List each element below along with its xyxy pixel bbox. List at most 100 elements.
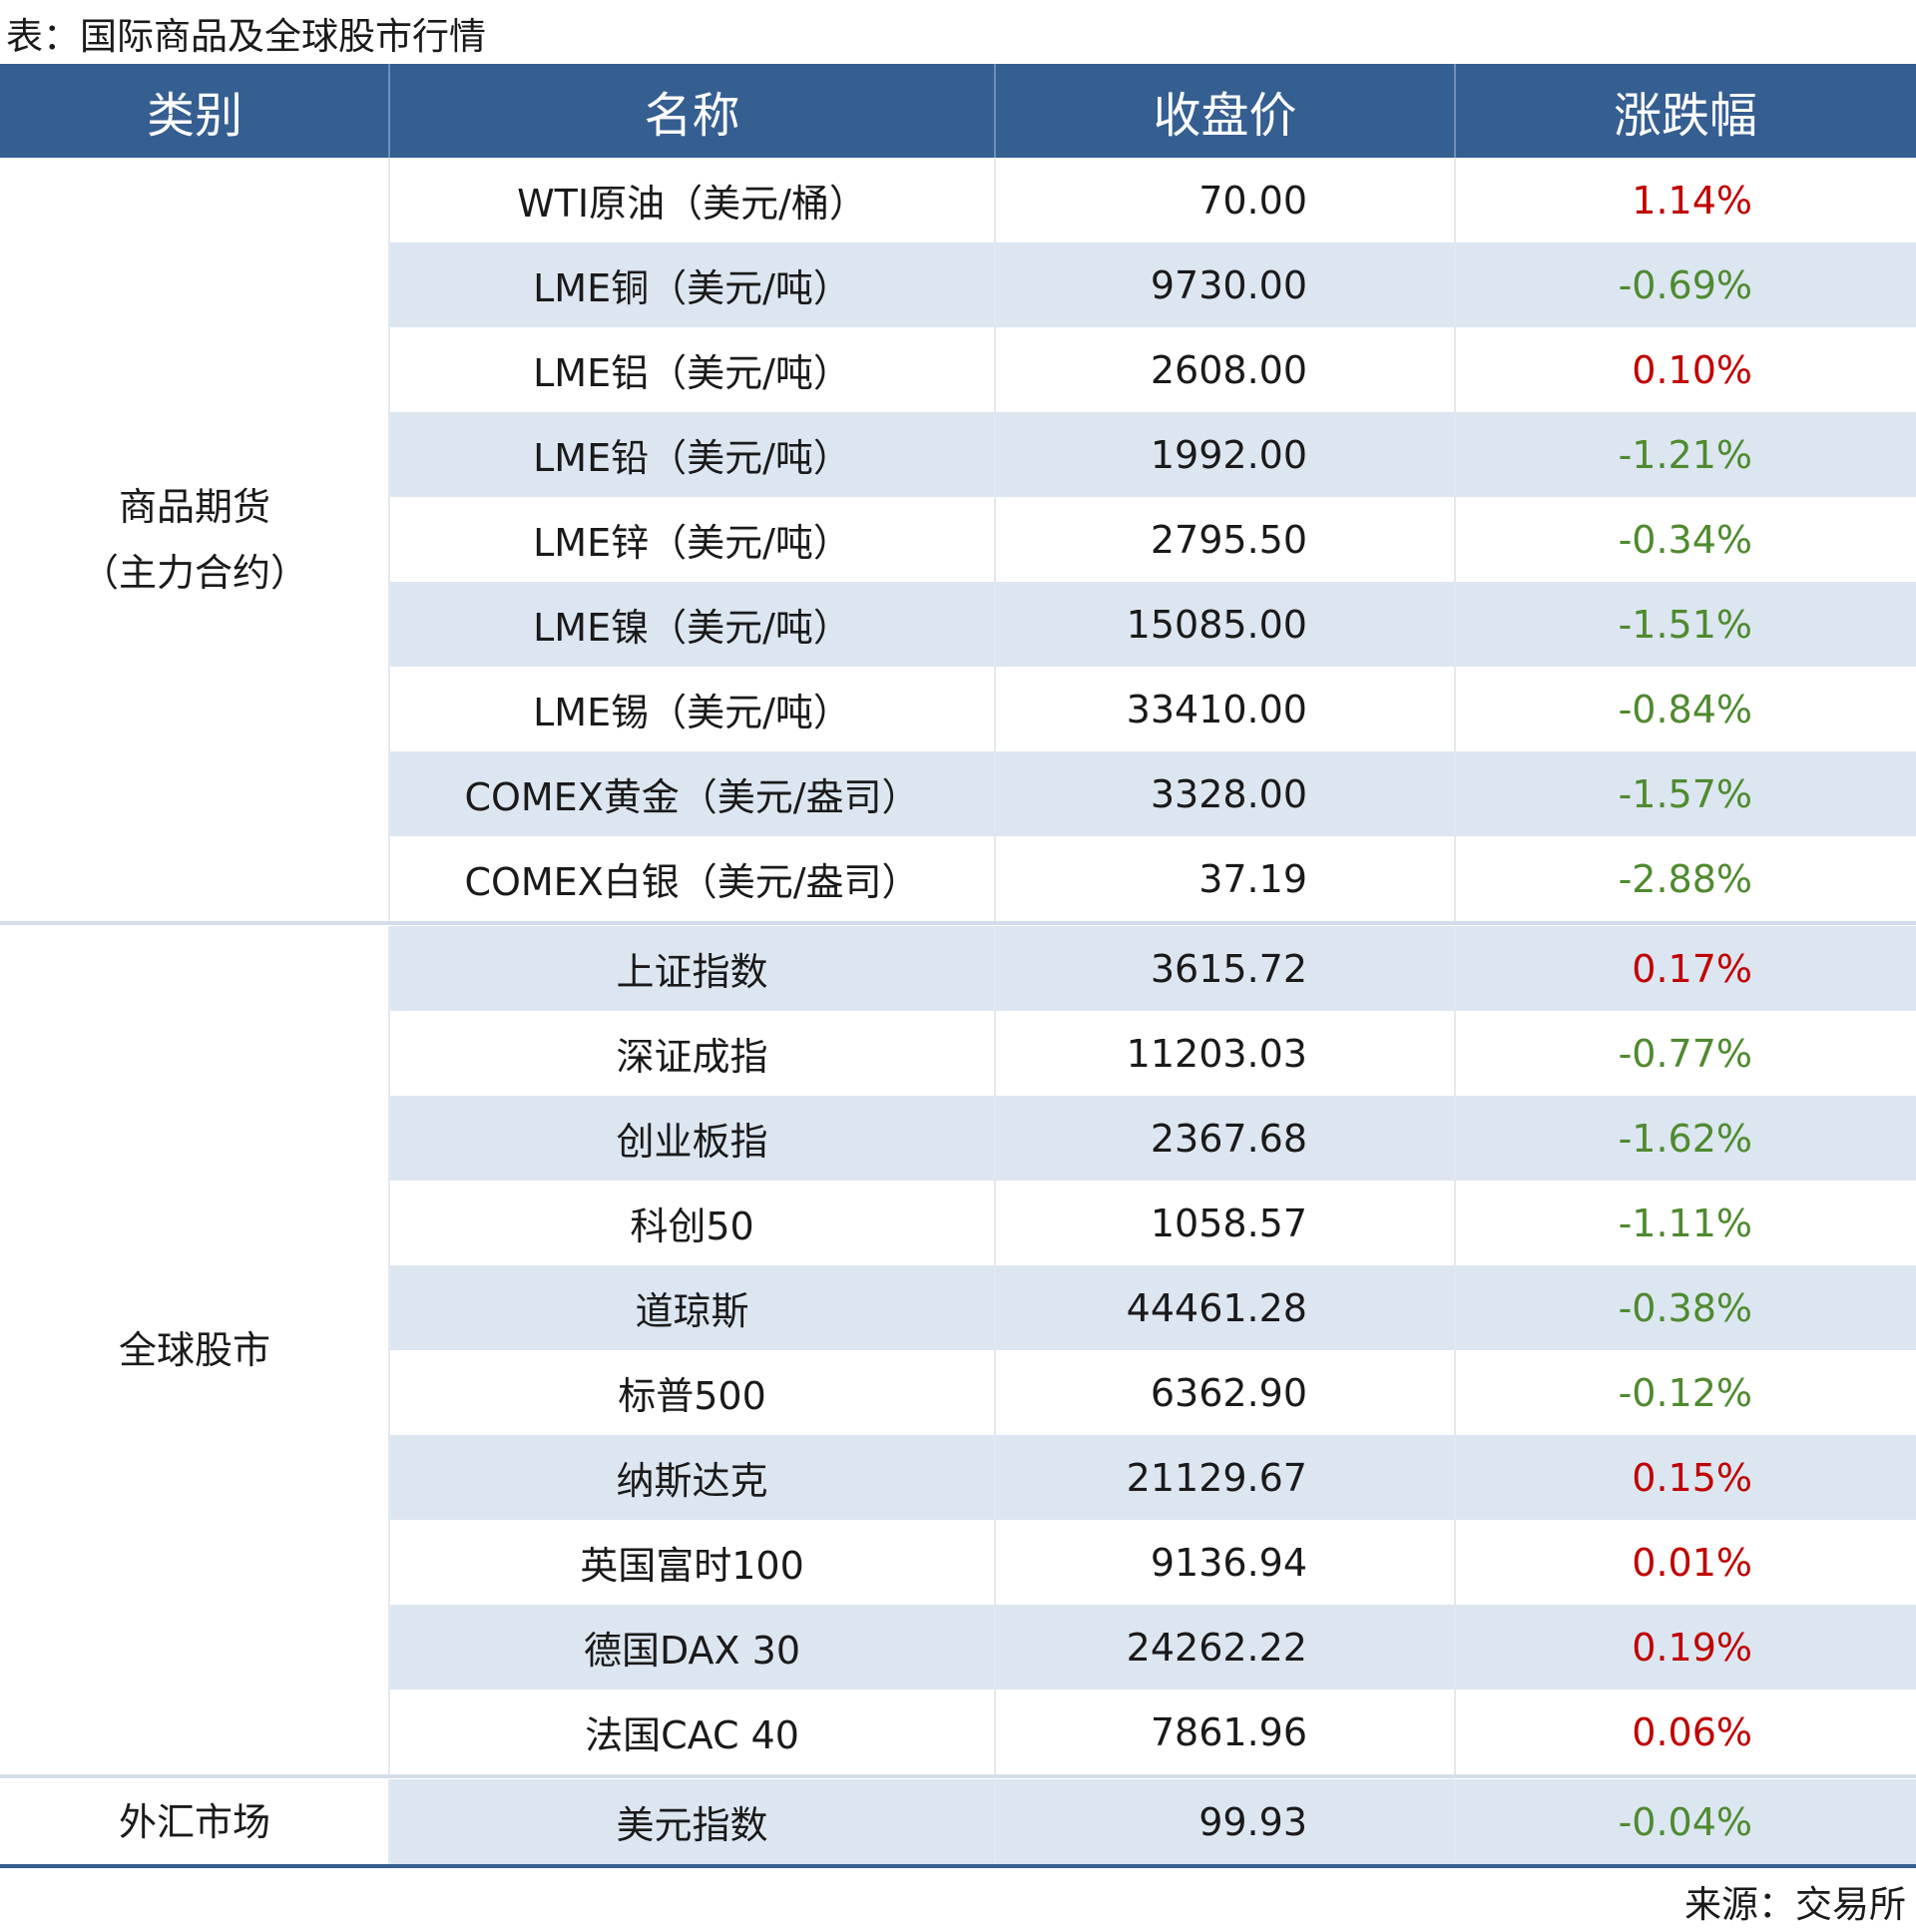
header-cell: 收盘价 [1153,88,1297,144]
category-cell: 商品期货 （主力合约） [0,158,389,921]
close-cell: 3615.72 [1150,946,1307,991]
close-cell: 70.00 [1198,178,1307,223]
column-divider [388,158,390,921]
group-separator [0,921,1916,925]
column-divider [1454,1779,1456,1864]
group-separator [0,1774,1916,1778]
change-cell: -1.21% [1618,432,1752,477]
column-divider [1454,926,1456,1774]
close-cell: 21129.67 [1126,1455,1307,1500]
name-cell: LME锌（美元/吨） [533,521,851,565]
change-cell: 1.14% [1632,178,1752,223]
column-divider [994,1779,996,1864]
header-cell: 名称 [644,88,740,144]
row-band [389,1605,1916,1690]
close-cell: 37.19 [1198,856,1307,901]
change-cell: -0.12% [1618,1370,1752,1415]
name-cell: WTI原油（美元/桶） [517,182,867,226]
row-band [389,412,1916,497]
change-cell: 0.01% [1632,1540,1752,1585]
name-cell: 上证指数 [616,950,768,994]
close-cell: 33410.00 [1126,687,1307,731]
row-band [389,926,1916,1011]
change-cell: 0.15% [1632,1455,1752,1500]
close-cell: 9730.00 [1150,262,1307,307]
name-cell: LME铝（美元/吨） [533,351,851,395]
close-cell: 11203.03 [1126,1031,1307,1076]
row-band [389,1779,1916,1864]
header-cell: 类别 [146,88,242,144]
close-cell: 2608.00 [1150,347,1307,392]
close-cell: 24262.22 [1126,1625,1307,1670]
name-cell: 英国富时100 [580,1544,804,1588]
row-band [389,242,1916,327]
category-line: 商品期货 [118,484,270,529]
close-cell: 9136.94 [1150,1540,1307,1585]
change-cell: -1.57% [1618,771,1752,816]
category-cell: 外汇市场 [0,1779,389,1864]
change-cell: -1.11% [1618,1201,1752,1245]
change-cell: -1.51% [1618,602,1752,647]
header-divider [1454,64,1456,158]
change-cell: 0.10% [1632,347,1752,392]
change-cell: -0.38% [1618,1285,1752,1330]
column-divider [388,926,390,1774]
name-cell: 深证成指 [616,1035,768,1079]
row-band [389,1096,1916,1181]
column-divider [1454,158,1456,921]
close-cell: 3328.00 [1150,771,1307,816]
name-cell: 道琼斯 [635,1289,749,1333]
close-cell: 44461.28 [1126,1285,1307,1330]
header-cell: 涨跌幅 [1613,88,1757,144]
category-line: 全球股市 [118,1328,270,1372]
close-cell: 2795.50 [1150,517,1307,562]
category-line: 外汇市场 [118,1799,270,1844]
column-divider [388,1779,390,1864]
name-cell: 美元指数 [616,1803,768,1847]
name-cell: 标普500 [618,1374,766,1418]
name-cell: 创业板指 [616,1120,768,1164]
close-cell: 1058.57 [1150,1201,1307,1245]
close-cell: 2367.68 [1150,1116,1307,1161]
change-cell: 0.17% [1632,946,1752,991]
header-divider [388,64,390,158]
change-cell: -0.69% [1618,262,1752,307]
row-band [389,1265,1916,1350]
close-cell: 7861.96 [1150,1709,1307,1754]
close-cell: 15085.00 [1126,602,1307,647]
change-cell: -0.84% [1618,687,1752,731]
header-divider [994,64,996,158]
header-band [0,64,1916,158]
change-cell: -1.62% [1618,1116,1752,1161]
category-cell: 全球股市 [0,926,389,1774]
change-cell: -0.34% [1618,517,1752,562]
column-divider [994,158,996,921]
row-band [389,582,1916,667]
name-cell: 纳斯达克 [616,1459,768,1503]
name-cell: LME锡（美元/吨） [533,691,851,734]
row-band [389,1435,1916,1520]
change-cell: -0.04% [1618,1799,1752,1844]
close-cell: 1992.00 [1150,432,1307,477]
name-cell: 法国CAC 40 [585,1713,799,1757]
name-cell: LME铅（美元/吨） [533,436,851,480]
table-title: 表：国际商品及全球股市行情 [6,15,486,58]
close-cell: 6362.90 [1150,1370,1307,1415]
row-band [389,751,1916,836]
column-divider [994,926,996,1774]
bottom-border [0,1864,1916,1868]
name-cell: 德国DAX 30 [583,1629,801,1673]
name-cell: LME铜（美元/吨） [533,266,851,310]
name-cell: LME镍（美元/吨） [533,606,851,650]
change-cell: 0.06% [1632,1709,1752,1754]
name-cell: COMEX白银（美元/盎司） [464,860,920,904]
source: 来源：交易所 [1684,1883,1906,1926]
change-cell: 0.19% [1632,1625,1752,1670]
close-cell: 99.93 [1198,1799,1307,1844]
name-cell: COMEX黄金（美元/盎司） [464,775,920,819]
change-cell: -2.88% [1618,856,1752,901]
category-line: （主力合约） [80,550,308,595]
name-cell: 科创50 [630,1205,754,1248]
change-cell: -0.77% [1618,1031,1752,1076]
